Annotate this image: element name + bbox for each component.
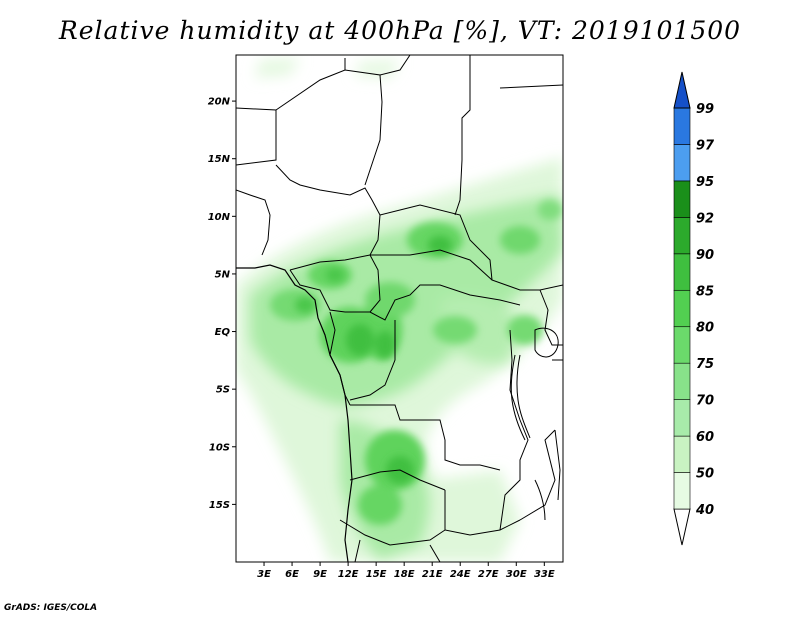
colorbar-segment [673,435,691,473]
colorbar-label: 99 [696,102,714,117]
colorbar-high-arrow [673,71,691,109]
y-tick-label: 5S [216,385,230,396]
colorbar-label: 92 [696,211,714,226]
x-tick-label: 15E [366,569,387,580]
colorbar-label: 90 [696,248,714,263]
colorbar-segment [673,107,691,145]
lakes [510,327,561,521]
x-tick-label: 12E [338,569,359,580]
colorbar: 40 50 60 70 75 80 85 90 92 95 97 99 [673,71,715,546]
x-tick-label: 30E [506,569,527,580]
colorbar-segment [673,253,691,291]
colorbar-label: 70 [696,394,714,409]
colorbar-segment [673,180,691,218]
humidity-field [236,58,563,562]
x-tick-label: 21E [422,569,443,580]
y-axis: 20N 15N 10N 5N EQ 5S 10S 15S [208,97,236,511]
colorbar-segment [673,472,691,510]
colorbar-segment [673,326,691,364]
colorbar-label: 75 [696,357,714,372]
y-tick-label: 5N [215,269,231,280]
colorbar-label: 60 [696,430,714,445]
x-axis: 3E 6E 9E 12E 15E 18E 21E 24E 27E 30E 33E [257,562,555,580]
x-tick-label: 3E [257,569,271,580]
colorbar-label: 40 [695,503,714,518]
colorbar-segment [673,399,691,437]
x-tick-label: 9E [313,569,327,580]
y-tick-label: 10N [208,212,231,223]
coastline [236,264,353,562]
colorbar-segment [673,289,691,328]
map-frame [235,54,564,563]
colorbar-segment [673,362,691,400]
colorbar-label: 50 [696,467,714,482]
y-tick-label: 20N [208,97,231,108]
x-tick-label: 6E [285,569,299,580]
colorbar-label: 95 [696,175,714,190]
colorbar-label: 85 [696,284,714,299]
y-tick-label: 10S [209,442,230,453]
colorbar-segment [673,217,691,255]
x-tick-label: 24E [450,569,471,580]
colorbar-segment [673,144,691,182]
x-tick-label: 33E [534,569,555,580]
colorbar-label: 80 [696,321,714,336]
x-tick-label: 27E [478,569,499,580]
colorbar-low-arrow [673,508,691,546]
y-tick-label: EQ [215,327,231,338]
map-title: Relative humidity at 400hPa [%], VT: 201… [58,16,742,45]
x-tick-label: 18E [394,569,415,580]
y-tick-label: 15N [208,154,231,165]
y-tick-label: 15S [209,500,230,511]
grads-credit: GrADS: IGES/COLA [4,603,98,613]
colorbar-label: 97 [696,138,715,153]
